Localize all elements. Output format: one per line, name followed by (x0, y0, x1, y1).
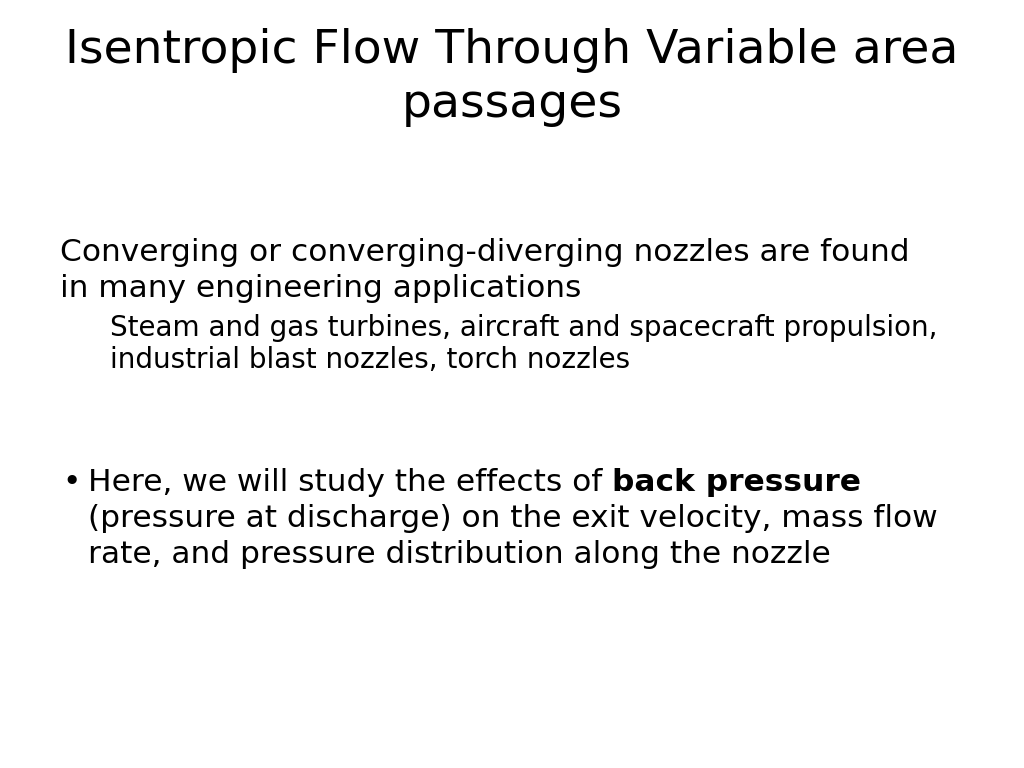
Text: Steam and gas turbines, aircraft and spacecraft propulsion,: Steam and gas turbines, aircraft and spa… (110, 314, 938, 342)
Text: in many engineering applications: in many engineering applications (60, 274, 582, 303)
Text: •: • (62, 468, 80, 497)
Text: rate, and pressure distribution along the nozzle: rate, and pressure distribution along th… (88, 540, 830, 569)
Text: industrial blast nozzles, torch nozzles: industrial blast nozzles, torch nozzles (110, 346, 630, 374)
Text: back pressure: back pressure (612, 468, 861, 497)
Text: Here, we will study the effects of: Here, we will study the effects of (88, 468, 612, 497)
Text: Converging or converging-diverging nozzles are found: Converging or converging-diverging nozzl… (60, 238, 909, 267)
Text: Isentropic Flow Through Variable area
passages: Isentropic Flow Through Variable area pa… (66, 28, 958, 127)
Text: (pressure at discharge) on the exit velocity, mass flow: (pressure at discharge) on the exit velo… (88, 504, 938, 533)
